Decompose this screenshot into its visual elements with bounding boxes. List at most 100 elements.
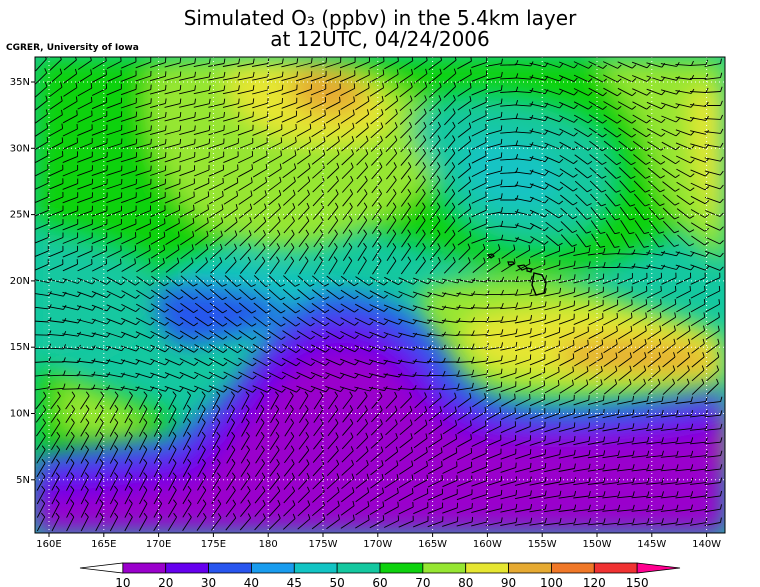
wind-barb-flag <box>163 282 169 287</box>
wind-barb <box>401 233 411 248</box>
wind-barb <box>441 278 458 284</box>
wind-barb-flag <box>179 335 184 340</box>
wind-barb-flag <box>46 123 49 129</box>
wind-barb <box>150 372 166 379</box>
wind-barb-flag <box>426 460 428 466</box>
wind-barb <box>121 276 136 286</box>
wind-barb <box>587 522 604 526</box>
wind-barb <box>647 369 661 382</box>
wind-barb <box>267 316 282 327</box>
wind-barb <box>135 331 151 339</box>
wind-barb <box>412 388 429 390</box>
wind-barb <box>239 221 252 233</box>
wind-barb <box>340 505 355 516</box>
wind-barb-flag <box>452 95 456 100</box>
wind-barb-flag <box>350 175 354 181</box>
wind-barb <box>427 333 444 337</box>
wind-barb <box>210 261 223 274</box>
wind-barb-flag <box>413 306 418 311</box>
wind-barb-flag <box>45 95 48 101</box>
wind-barb-flag <box>84 499 89 504</box>
wind-barb <box>153 395 162 410</box>
wind-barb <box>646 62 663 68</box>
wind-barb <box>471 141 487 151</box>
wind-barb <box>239 288 252 301</box>
wind-barb <box>646 75 662 82</box>
wind-barb <box>661 290 677 299</box>
wind-barb-flag <box>292 513 296 519</box>
wind-barb <box>675 251 692 257</box>
wind-barb-flag <box>383 294 388 299</box>
wind-barb-flag <box>143 458 148 464</box>
wind-barb <box>660 265 677 270</box>
wind-barb <box>354 372 371 379</box>
wind-barb <box>444 193 456 207</box>
wind-barb-flag <box>247 499 251 505</box>
wind-barb <box>281 89 297 95</box>
wind-barb-flag <box>689 243 695 247</box>
wind-barb-flag <box>617 518 621 524</box>
wind-barb <box>313 422 324 437</box>
wind-barb-flag <box>202 499 207 505</box>
wind-barb <box>500 306 517 310</box>
wind-barb <box>313 436 324 450</box>
wind-barb-flag <box>439 392 442 398</box>
wind-barb <box>485 480 502 487</box>
wind-barb <box>514 90 531 94</box>
wind-barb <box>255 422 265 437</box>
wind-barb <box>675 468 692 472</box>
wind-barb <box>326 140 340 152</box>
wind-barb-flag <box>676 396 679 402</box>
wind-barb <box>690 264 706 271</box>
wind-barb-flag <box>369 321 374 326</box>
wind-barb-flag <box>324 322 330 327</box>
wind-barb-flag <box>645 189 650 193</box>
wind-barb <box>399 423 413 436</box>
wind-barb <box>617 330 633 340</box>
wind-barb-flag <box>237 388 243 393</box>
wind-barb-flag <box>617 409 620 415</box>
wind-barb <box>369 290 385 299</box>
wind-barb-flag <box>191 244 194 250</box>
wind-barb <box>412 374 429 377</box>
wind-barb <box>238 302 252 314</box>
wind-barb-flag <box>617 78 622 83</box>
wind-barb-flag <box>442 305 447 311</box>
wind-barb <box>457 87 472 97</box>
wind-barb-flag <box>673 352 676 358</box>
wind-barb <box>266 62 283 68</box>
wind-barb-flag <box>705 172 710 177</box>
wind-barb <box>47 333 64 337</box>
wind-barb-flag <box>585 245 591 248</box>
wind-barb <box>94 395 104 410</box>
wind-barb-flag <box>216 391 221 396</box>
wind-barb <box>106 290 122 299</box>
wind-barb-flag <box>559 90 564 95</box>
wind-barb-flag <box>296 388 301 393</box>
wind-barb-flag <box>410 82 413 88</box>
wind-barb-flag <box>559 435 561 441</box>
wind-barb <box>427 319 444 324</box>
wind-barb <box>252 343 268 354</box>
wind-barb <box>485 184 502 189</box>
wind-barb <box>500 372 516 379</box>
wind-barb <box>135 156 152 163</box>
wind-barb-flag <box>469 82 472 88</box>
wind-barb-flag <box>367 514 370 520</box>
wind-barb <box>372 260 382 275</box>
wind-barb-flag <box>675 117 680 123</box>
wind-barb <box>124 503 133 518</box>
wind-barb-flag <box>222 310 228 314</box>
wind-barb <box>48 223 64 231</box>
wind-barb-flag <box>324 296 330 300</box>
wind-barb-flag <box>334 216 339 221</box>
wind-barb <box>414 126 427 139</box>
wind-barb <box>400 179 412 194</box>
wind-barb <box>296 371 312 380</box>
wind-barb-flag <box>632 504 635 510</box>
wind-barb-flag <box>704 241 709 246</box>
wind-barb <box>617 468 633 472</box>
wind-barb-flag <box>647 504 650 510</box>
wind-barb <box>427 465 443 475</box>
wind-barb <box>427 305 444 311</box>
